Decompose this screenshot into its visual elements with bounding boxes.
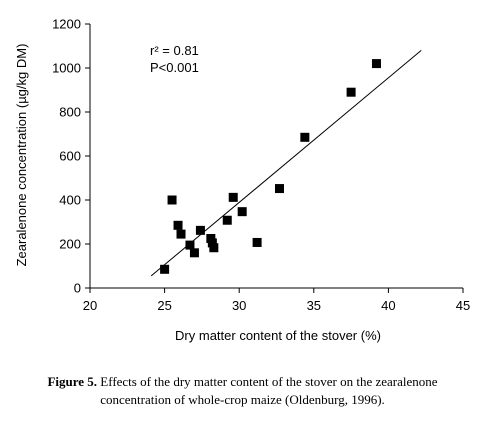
caption-label: Figure 5. — [47, 374, 98, 389]
stat-r-squared: r² = 0.81 — [150, 43, 199, 58]
stat-p-value: P<0.001 — [150, 60, 199, 75]
chart-axes — [89, 24, 463, 289]
data-point — [346, 87, 356, 97]
y-tick-label: 0 — [74, 281, 81, 296]
y-tick-label: 600 — [59, 149, 81, 164]
data-point — [222, 215, 232, 225]
x-axis-title: Dry matter content of the stover (%) — [175, 328, 381, 343]
data-point — [160, 264, 170, 274]
scatter-chart: 0 200 400 600 800 1000 1200 20 25 30 35 40 45 r² = … — [14, 17, 470, 344]
x-tick-label: 40 — [381, 298, 395, 313]
data-point — [176, 229, 186, 239]
caption-text-1: Effects of the dry matter content of the… — [97, 374, 438, 389]
trendline-group — [150, 50, 422, 277]
data-points — [160, 59, 381, 274]
figure-caption: Figure 5. Effects of the dry matter cont… — [0, 373, 485, 409]
data-point — [167, 195, 177, 205]
data-point — [300, 132, 310, 142]
y-tick-label: 400 — [59, 193, 81, 208]
regression-line — [150, 50, 422, 277]
data-point — [207, 238, 217, 248]
data-point — [195, 225, 205, 235]
x-tick-label: 45 — [456, 298, 470, 313]
data-point — [237, 207, 247, 217]
y-tick-label: 800 — [59, 105, 81, 120]
x-axis-ticks: 20 25 30 35 40 45 — [83, 288, 470, 313]
y-axis-ticks: 0 200 400 600 800 1000 1200 — [52, 17, 90, 296]
y-tick-label: 1000 — [52, 61, 81, 76]
data-point — [228, 192, 238, 202]
data-point — [173, 220, 183, 230]
x-tick-label: 25 — [157, 298, 171, 313]
caption-line-2: concentration of whole-crop maize (Olden… — [100, 392, 385, 407]
x-tick-label: 30 — [232, 298, 246, 313]
y-tick-label: 1200 — [52, 17, 81, 32]
data-point — [371, 59, 381, 69]
caption-line-1: Figure 5. Effects of the dry matter cont… — [0, 373, 485, 391]
data-point — [252, 237, 262, 247]
y-tick-label: 200 — [59, 237, 81, 252]
y-axis-title: Zearalenone concentration (µg/kg DM) — [14, 44, 29, 267]
x-tick-label: 20 — [83, 298, 97, 313]
data-point — [185, 240, 195, 250]
data-point — [274, 184, 284, 194]
data-point — [209, 243, 219, 253]
data-point — [189, 248, 199, 258]
x-tick-label: 35 — [307, 298, 321, 313]
